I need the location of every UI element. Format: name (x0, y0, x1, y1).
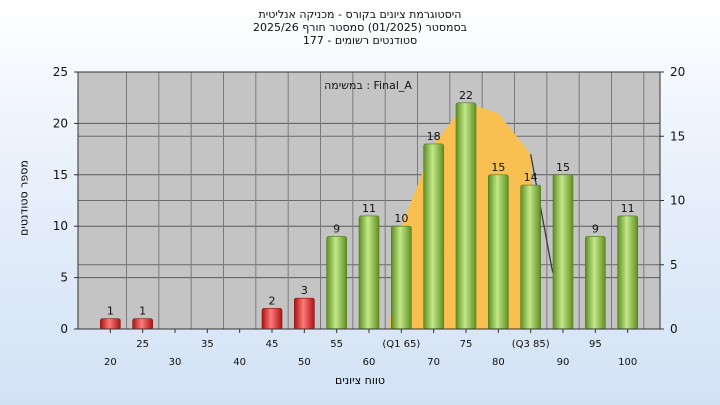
bar (132, 318, 153, 330)
bar-value-label: 2 (269, 294, 276, 307)
chart-subtitle: בסמסטר (01/2025) סמסטר חורף 2025/26 (253, 21, 467, 34)
x-tick-label: (Q1 65) (382, 339, 420, 350)
x-axis-label: טווח ציונים (335, 374, 385, 387)
x-tick-label: 50 (298, 357, 311, 368)
y-tick-label-left: 0 (60, 322, 68, 336)
legend-note: במשימה : Final_A (324, 79, 412, 92)
chart-student-count: סטודנטים רשומים - 177 (302, 34, 418, 47)
bar (488, 174, 509, 330)
y-tick-label-right: 5 (670, 258, 678, 272)
y-tick-label-right: 15 (670, 129, 685, 143)
bar (585, 236, 606, 330)
y-tick-label-right: 20 (670, 65, 685, 79)
x-tick-label: 80 (492, 357, 505, 368)
x-tick-label: 70 (427, 357, 440, 368)
x-tick-label: 30 (169, 357, 182, 368)
bar (294, 297, 315, 330)
bar-value-label: 18 (427, 130, 441, 143)
y-axis-label: מספר סטודנטים (17, 160, 31, 236)
x-tick-label: 25 (136, 339, 149, 350)
bar-value-label: 11 (621, 202, 635, 215)
bar (520, 184, 541, 330)
x-tick-label: 40 (233, 357, 246, 368)
bar (455, 102, 477, 330)
bar (326, 236, 347, 330)
x-tick-label: 55 (330, 339, 343, 350)
bar (552, 174, 574, 330)
bar (617, 215, 638, 330)
x-tick-label: 90 (557, 357, 570, 368)
y-tick-label-left: 5 (60, 271, 68, 285)
x-tick-label: 35 (201, 339, 214, 350)
x-tick-label: 60 (363, 357, 376, 368)
bar (423, 143, 444, 330)
bar-value-label: 15 (491, 161, 505, 174)
bar-value-label: 14 (524, 171, 538, 184)
bar (261, 308, 283, 330)
x-tick-label: 100 (618, 357, 637, 368)
y-tick-label-left: 10 (53, 219, 68, 233)
bar-value-label: 1 (139, 305, 146, 318)
distribution-line (530, 154, 554, 273)
y-tick-label-left: 25 (53, 65, 68, 79)
y-tick-label-right: 0 (670, 322, 678, 336)
bar-value-label: 9 (333, 222, 340, 235)
bar-value-label: 3 (301, 284, 308, 297)
bar-value-label: 10 (394, 212, 408, 225)
bar-value-label: 9 (592, 222, 599, 235)
chart-titles: היסטוגרמת ציונים בקורס - מכניקה אנליטית … (0, 8, 720, 47)
bar-value-label: 11 (362, 202, 376, 215)
bar (100, 318, 121, 330)
bar (358, 215, 380, 330)
bar-value-label: 1 (107, 305, 114, 318)
y-tick-label-left: 20 (53, 116, 68, 130)
y-tick-label-left: 15 (53, 168, 68, 182)
y-tick-label-right: 10 (670, 194, 685, 208)
chart-title: היסטוגרמת ציונים בקורס - מכניקה אנליטית (258, 8, 462, 21)
x-tick-label: 45 (266, 339, 279, 350)
x-tick-label: 75 (460, 339, 473, 350)
bar-value-label: 22 (459, 89, 473, 102)
x-tick-label: (Q3 85) (512, 339, 550, 350)
x-tick-label: 20 (104, 357, 117, 368)
bar-value-label: 15 (556, 161, 570, 174)
x-tick-label: 95 (589, 339, 602, 350)
bar (391, 225, 412, 330)
